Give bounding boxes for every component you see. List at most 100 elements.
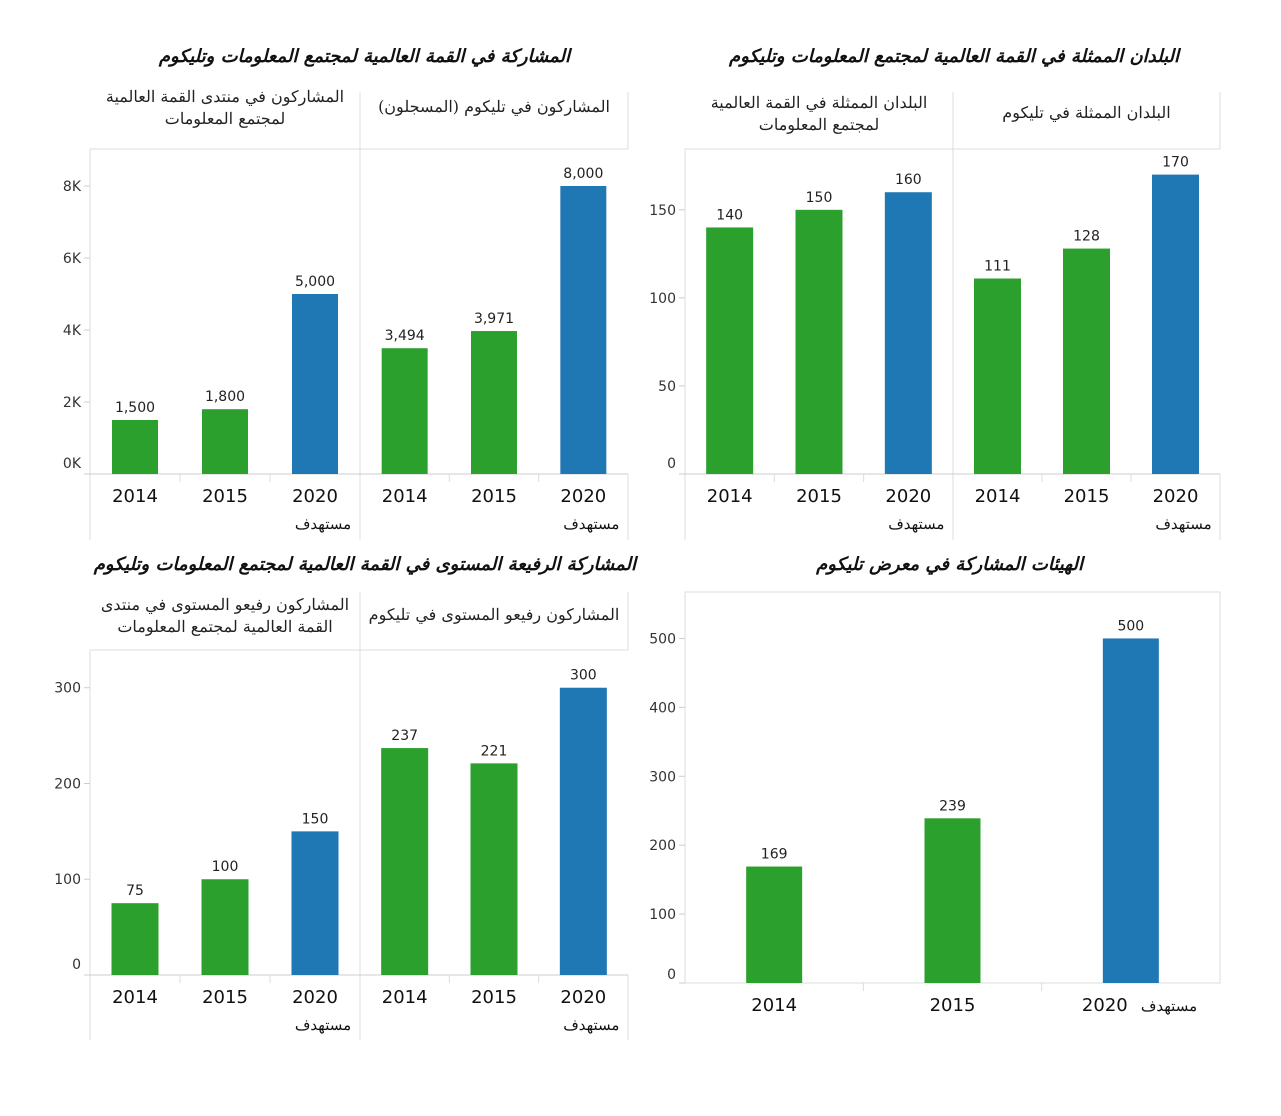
bar <box>795 209 843 475</box>
y-tick-label: 2K <box>63 395 82 411</box>
data-label: 150 <box>302 811 329 827</box>
data-label: 237 <box>391 728 418 744</box>
bar <box>560 186 607 474</box>
x-tick-label: 2014 <box>975 486 1021 507</box>
bar <box>974 278 1021 474</box>
y-tick-label: 300 <box>649 769 676 785</box>
y-tick-label: 100 <box>54 872 81 888</box>
facet-subtitle: المشاركون رفيعو المستوى في منتدى <box>101 595 349 614</box>
bar <box>706 227 754 474</box>
chart-highlevel: المشاركة الرفيعة المستوى في القمة العالم… <box>0 0 640 1116</box>
data-label: 140 <box>716 207 743 223</box>
data-label: 300 <box>570 668 597 684</box>
bar <box>746 866 803 983</box>
target-label: مستهدف <box>295 515 351 533</box>
data-label: 160 <box>895 172 922 188</box>
data-label: 150 <box>806 190 833 206</box>
target-label: مستهدف <box>1155 515 1211 533</box>
bar <box>381 748 429 975</box>
bar <box>559 687 607 975</box>
y-tick-label: 4K <box>63 323 82 339</box>
chart-participation: المشاركة في القمة العالمية لمجتمع المعلو… <box>0 0 640 548</box>
facet-subtitle: لمجتمع المعلومات <box>165 109 286 128</box>
x-tick-label: 2015 <box>471 987 517 1008</box>
target-label: مستهدف <box>295 1016 351 1034</box>
x-tick-label: 2015 <box>202 987 248 1008</box>
data-label: 3,494 <box>385 328 425 344</box>
x-tick-label: 2015 <box>1064 486 1110 507</box>
data-label: 1,500 <box>115 400 155 416</box>
bar <box>471 331 517 474</box>
chart-title: البلدان الممثلة في القمة العالمية لمجتمع… <box>729 46 1179 67</box>
x-tick-label: 2014 <box>751 995 797 1016</box>
x-tick-label: 2015 <box>796 486 842 507</box>
y-tick-label: 400 <box>649 700 676 716</box>
bar <box>1102 638 1159 983</box>
x-tick-label: 2020 <box>560 486 606 507</box>
x-tick-label: 2020 <box>1153 486 1199 507</box>
x-tick-label: 2020 <box>560 987 606 1008</box>
bar <box>924 818 981 983</box>
facet-subtitle: القمة العالمية لمجتمع المعلومات <box>117 617 332 636</box>
target-label: مستهدف <box>563 1016 619 1034</box>
x-tick-label: 2015 <box>202 486 248 507</box>
y-tick-label: 200 <box>649 838 676 854</box>
bar <box>201 879 249 975</box>
facet-subtitle: المشاركون في منتدى القمة العالمية <box>106 87 344 106</box>
chart-countries-plot: 0 50 100 150 البلدان الممثلة في القمة العالم… <box>649 92 1221 540</box>
data-label: 111 <box>984 259 1011 275</box>
y-tick-label: 0K <box>63 456 82 472</box>
x-tick-label: 2014 <box>382 486 428 507</box>
data-label: 1,800 <box>205 389 245 405</box>
x-tick-label: 2020 <box>292 987 338 1008</box>
data-label: 169 <box>761 847 788 863</box>
target-label: مستهدف <box>888 515 944 533</box>
x-tick-label: 2020 <box>1082 995 1128 1016</box>
x-tick-label: 2020 <box>292 486 338 507</box>
bar <box>470 763 518 975</box>
data-label: 128 <box>1073 229 1100 245</box>
y-tick-label: 50 <box>658 379 676 395</box>
y-tick-label: 150 <box>649 203 676 219</box>
y-tick-label: 500 <box>649 631 676 647</box>
chart-highlevel-plot: 0 100 200 300 المشاركون رفيعو المستوى في منت… <box>54 592 629 1040</box>
data-label: 75 <box>126 883 144 899</box>
target-label: مستهدف <box>563 515 619 533</box>
x-tick-label: 2014 <box>112 486 158 507</box>
chart-participation-plot: 0K 2K 4K 6K 8K المشاركون في منتدى القمة العال… <box>63 87 629 540</box>
y-tick-label: 100 <box>649 907 676 923</box>
bar <box>884 192 932 474</box>
y-tick-label: 0 <box>72 957 81 973</box>
y-tick-label: 300 <box>54 681 81 697</box>
bar <box>291 831 339 975</box>
bar <box>111 903 159 975</box>
facet-subtitle: البلدان الممثلة في القمة العالمية <box>711 93 928 112</box>
bar <box>112 420 158 474</box>
chart-title: الهيئات المشاركة في معرض تليكوم <box>816 554 1083 575</box>
data-label: 3,971 <box>474 311 514 327</box>
data-label: 8,000 <box>563 166 603 182</box>
data-label: 5,000 <box>295 274 335 290</box>
facet-subtitle: لمجتمع المعلومات <box>759 115 880 134</box>
data-label: 170 <box>1162 155 1189 171</box>
x-tick-label: 2020 <box>885 486 931 507</box>
bar <box>1063 248 1110 474</box>
data-label: 100 <box>212 859 239 875</box>
y-tick-label: 0 <box>667 456 676 472</box>
bar <box>202 409 248 474</box>
x-tick-label: 2014 <box>382 987 428 1008</box>
bar <box>292 294 338 474</box>
y-tick-label: 100 <box>649 291 676 307</box>
y-tick-label: 0 <box>667 967 676 983</box>
chart-title: المشاركة في القمة العالمية لمجتمع المعلو… <box>158 46 570 67</box>
chart-countries: البلدان الممثلة في القمة العالمية لمجتمع… <box>0 0 1281 548</box>
facet-subtitle: المشاركون في تليكوم (المسجلون) <box>378 97 610 116</box>
target-label: مستهدف <box>1141 997 1197 1015</box>
x-tick-label: 2014 <box>707 486 753 507</box>
x-tick-label: 2014 <box>112 987 158 1008</box>
y-tick-label: 6K <box>63 251 82 267</box>
data-label: 221 <box>481 743 508 759</box>
y-tick-label: 200 <box>54 776 81 792</box>
